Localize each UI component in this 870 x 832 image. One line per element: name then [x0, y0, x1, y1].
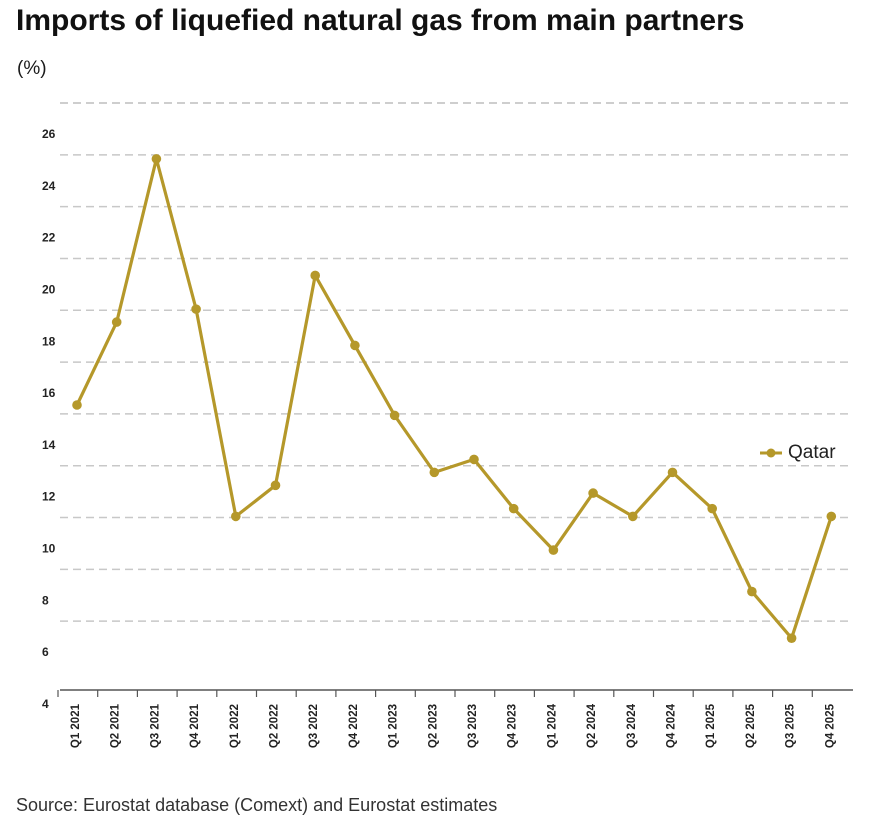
legend-marker-icon	[760, 448, 782, 458]
y-tick-label: 20	[42, 282, 56, 296]
x-tick-label: Q4 2021	[189, 703, 201, 748]
data-point	[310, 270, 321, 281]
y-tick-label: 8	[42, 593, 49, 607]
data-point	[111, 317, 122, 327]
x-tick-label: Q1 2021	[70, 703, 82, 748]
x-tick-label: Q2 2025	[745, 703, 757, 748]
legend-label-qatar: Qatar	[788, 442, 836, 463]
data-point	[72, 400, 82, 410]
y-tick-label: 18	[42, 334, 56, 348]
data-point	[628, 511, 638, 522]
x-tick-label: Q1 2022	[229, 704, 241, 748]
y-tick-label: 4	[42, 697, 49, 711]
data-point	[826, 511, 837, 522]
x-tick-label: Q1 2023	[388, 704, 400, 748]
y-tick-label: 14	[42, 438, 56, 452]
y-tick-label: 22	[42, 231, 56, 245]
data-point	[350, 340, 360, 351]
data-point	[667, 467, 678, 478]
x-tick-label: Q4 2025	[824, 703, 836, 748]
data-point	[191, 304, 201, 314]
chart-title: Imports of liquefied natural gas from ma…	[16, 4, 745, 37]
series-line-qatar	[75, 157, 833, 640]
gridlines	[60, 102, 853, 622]
series-qatar	[72, 154, 837, 643]
data-point	[231, 511, 241, 522]
x-tick-label: Q1 2025	[705, 703, 717, 748]
y-tick-label: 26	[42, 127, 56, 141]
data-point	[389, 410, 400, 421]
x-tick-label: Q3 2023	[467, 704, 479, 748]
x-tick-label: Q4 2022	[348, 704, 360, 748]
data-point	[707, 503, 717, 514]
data-point	[548, 545, 559, 555]
line-chart: 4 6 8 10 12 14 16 18 20 22 24 26 Q1 2021 Q2 2021 Q3 2…	[42, 102, 853, 748]
y-tick-label: 16	[42, 386, 56, 400]
x-tick-label: Q3 2021	[149, 703, 161, 748]
x-tick-label: Q3 2022	[308, 704, 320, 748]
x-tick-label: Q3 2024	[626, 703, 638, 748]
x-tick-label: Q4 2024	[666, 703, 678, 748]
data-point	[786, 633, 797, 643]
x-tick-label: Q2 2021	[110, 703, 122, 748]
y-tick-label: 24	[42, 179, 56, 193]
x-tick-label: Q1 2024	[546, 703, 558, 748]
x-tick-label: Q4 2023	[507, 704, 519, 748]
y-tick-label: 12	[42, 490, 56, 504]
x-tick-label: Q2 2023	[427, 704, 439, 748]
data-point	[588, 488, 598, 498]
y-tick-label: 10	[42, 542, 56, 556]
legend: Qatar	[760, 442, 836, 464]
data-point	[270, 480, 281, 491]
data-point	[469, 454, 479, 465]
x-axis	[57, 689, 853, 697]
y-tick-label: 6	[42, 645, 49, 659]
x-tick-labels: Q1 2021 Q2 2021 Q3 2021 Q4 2021 Q1 2022 Q2 20…	[70, 703, 836, 748]
source-note: Source: Eurostat database (Comext) and E…	[16, 795, 498, 815]
y-tick-labels: 4 6 8 10 12 14 16 18 20 22 24 26	[42, 127, 56, 711]
x-tick-label: Q2 2022	[269, 704, 281, 748]
unit-label: (%)	[17, 58, 47, 79]
data-point	[429, 467, 440, 478]
x-tick-label: Q2 2024	[586, 703, 598, 748]
data-point	[508, 503, 519, 514]
x-tick-label: Q3 2025	[785, 703, 797, 748]
data-point	[151, 154, 162, 164]
data-point	[747, 586, 757, 597]
